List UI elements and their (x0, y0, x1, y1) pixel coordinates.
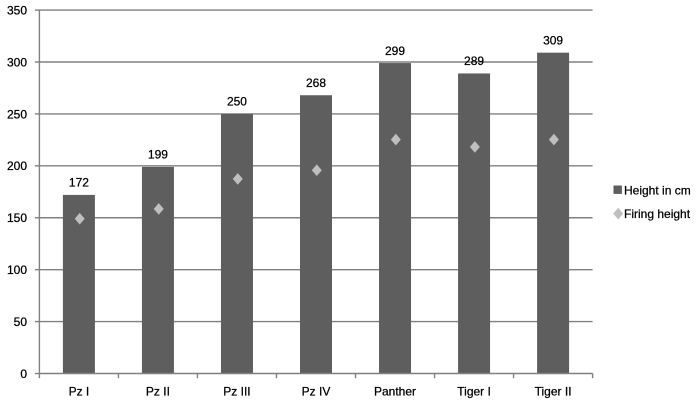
svg-text:200: 200 (7, 159, 27, 173)
svg-text:50: 50 (14, 315, 28, 329)
svg-text:309: 309 (543, 33, 563, 47)
svg-text:Height in cm: Height in cm (624, 183, 691, 197)
svg-text:350: 350 (7, 4, 27, 18)
svg-text:Firing height: Firing height (624, 207, 691, 221)
svg-text:250: 250 (227, 95, 247, 109)
svg-text:300: 300 (7, 55, 27, 69)
svg-text:Pz I: Pz I (69, 384, 90, 398)
svg-text:299: 299 (385, 44, 405, 58)
svg-text:Pz IV: Pz IV (302, 384, 331, 398)
svg-text:Pz II: Pz II (146, 384, 170, 398)
svg-text:172: 172 (69, 176, 89, 190)
svg-text:199: 199 (148, 148, 168, 162)
svg-text:150: 150 (7, 211, 27, 225)
svg-text:100: 100 (7, 263, 27, 277)
svg-text:289: 289 (464, 54, 484, 68)
svg-text:Tiger I: Tiger I (457, 384, 491, 398)
svg-text:Tiger II: Tiger II (535, 384, 572, 398)
svg-text:250: 250 (7, 107, 27, 121)
svg-text:268: 268 (306, 76, 326, 90)
svg-text:Panther: Panther (374, 384, 416, 398)
svg-text:Pz III: Pz III (223, 384, 250, 398)
svg-text:0: 0 (20, 367, 27, 381)
